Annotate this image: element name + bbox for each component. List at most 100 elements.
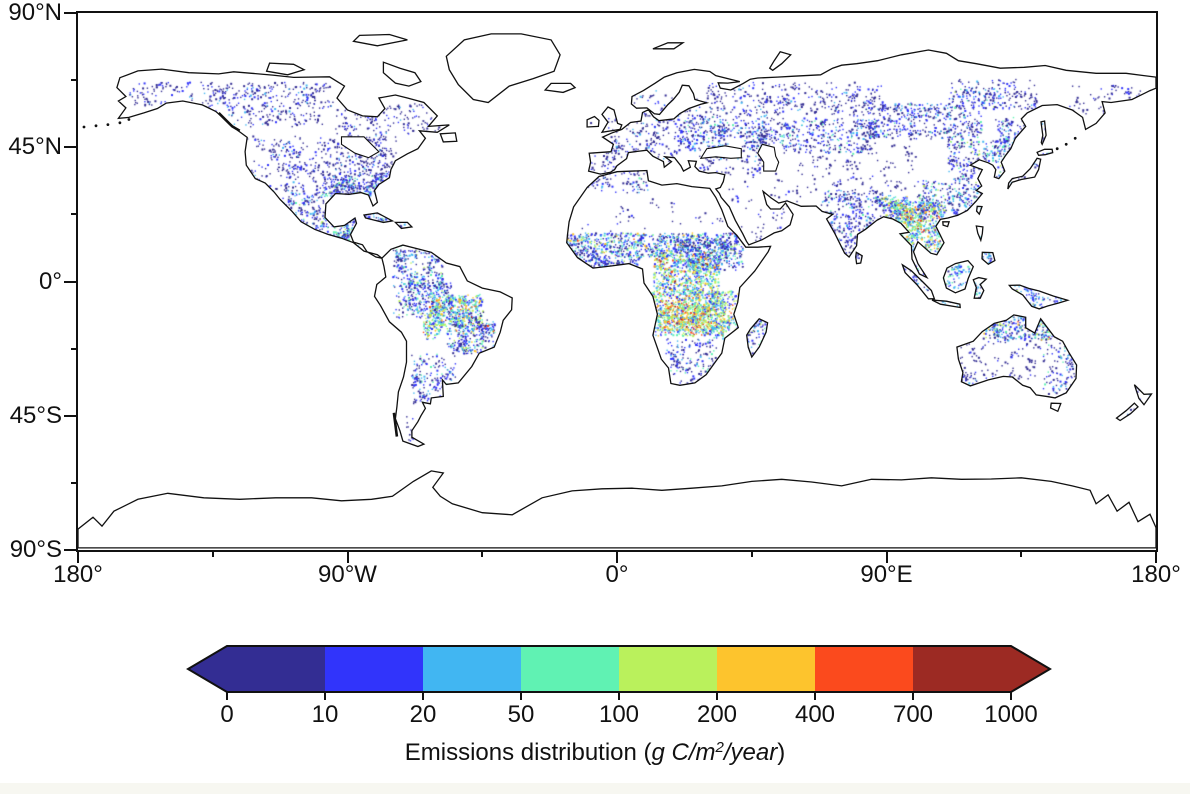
coastline-path [439,132,458,143]
caption-italic-units: g C/m [651,739,716,766]
coastline-path [373,244,513,448]
colorbar-tick-label: 400 [794,701,836,728]
colorbar-segment [619,646,718,692]
coastline-path [445,33,561,104]
lon-tick-minor [750,550,753,557]
lat-tick-label: 90°S [9,536,62,563]
small-island-dot [106,123,110,126]
colorbar-under-arrow [188,646,227,692]
bottom-strip [0,783,1190,794]
coastline-path [600,106,623,134]
lat-tick-minor [71,79,78,82]
colorbar-segment [423,646,522,692]
colorbar-segment [325,646,424,692]
lat-tick-major [64,12,78,14]
lat-tick-major [64,280,78,283]
coastline-path [1049,402,1062,413]
coastline-path [652,42,686,50]
coastline-path [587,49,1156,280]
colorbar-tick-label: 1000 [984,701,1038,728]
small-island-dot [127,118,131,121]
lon-tick-major [77,550,79,563]
coastlines-svg [78,33,1156,549]
colorbar-outline [186,645,1052,693]
emissions-dots-canvas [78,13,1156,550]
coastline-path [116,68,450,259]
small-island-dot [94,124,98,128]
caption-superscript: 2 [715,739,724,756]
colorbar-over-arrow [1011,646,1050,692]
coastline-path [543,82,577,94]
lon-tick-label: 180° [1131,561,1181,588]
lat-tick-minor [71,347,78,350]
colorbar-tick-label: 700 [892,701,934,728]
small-island-dot [1073,136,1077,140]
coastline-path [972,276,988,299]
coastline-path [1133,384,1153,406]
caption-regular-prefix: Emissions distribution ( [404,739,652,766]
coastline-path [975,225,984,243]
coastline-path [901,263,936,300]
colorbar-tick-label: 0 [220,701,234,728]
coastline-path [363,212,395,224]
coastline-path [265,62,306,76]
coastline-path [975,205,983,216]
coastline-path [1040,120,1047,146]
lon-tick-major [885,550,888,563]
coastline-path [352,33,408,47]
inland-sea-path [340,136,380,159]
coastline-path [566,169,772,386]
lat-tick-major [64,549,78,551]
small-island-dot [1055,147,1059,151]
lon-tick-minor [1020,550,1023,557]
lon-tick-label: 0° [605,561,629,588]
lon-tick-label: 90°E [860,561,913,588]
small-island-dot [1064,142,1068,146]
lon-tick-label: 180° [53,561,103,588]
fjord-coast-path [217,111,241,132]
lat-tick-label: 0° [39,267,62,295]
colorbar-tick-label: 10 [311,701,339,728]
coastline-path [1115,402,1139,422]
colorbar-caption: Emissions distribution (g C/m2/year) [0,738,1190,771]
small-island-dot [82,125,86,129]
coastline-path [931,299,961,309]
lat-tick-label: 90°N [8,0,62,26]
coastline-path [855,251,863,265]
fjord-coast-path [392,412,399,437]
caption-italic-units-2: /year [723,739,778,766]
caption-regular-suffix: ) [777,739,786,766]
colorbar-segment [521,646,620,692]
coastline-path [78,470,1156,549]
colorbar-tick-label: 20 [409,701,437,728]
lat-tick-minor [71,213,78,216]
coastline-path [942,221,950,228]
inland-sea-path [757,143,780,172]
lon-tick-minor [211,550,214,557]
lon-tick-major [1155,550,1157,563]
lon-tick-major [616,550,618,563]
lat-tick-label: 45°N [8,133,62,161]
colorbar-segment [913,646,1012,692]
coastline-path [1036,148,1054,156]
coastline-path [942,259,975,294]
lat-tick-minor [71,481,78,484]
colorbar-tick-label: 200 [696,701,738,728]
colorbar-segment [717,646,816,692]
coastline-path [981,251,996,265]
inland-sea-path [699,145,742,159]
coastline-path [393,221,414,230]
lon-tick-label: 90°W [318,561,377,588]
coastline-path [1007,284,1070,310]
lon-tick-major [346,550,349,563]
coastline-path [956,314,1078,399]
colorbar-segment [815,646,914,692]
coastline-path [746,318,769,359]
coastline-path [382,61,422,87]
colorbar-tick-label: 100 [598,701,640,728]
small-island-dot [118,121,122,125]
coastline-path [586,115,600,128]
lat-tick-major [64,146,78,149]
lon-tick-minor [481,550,484,557]
